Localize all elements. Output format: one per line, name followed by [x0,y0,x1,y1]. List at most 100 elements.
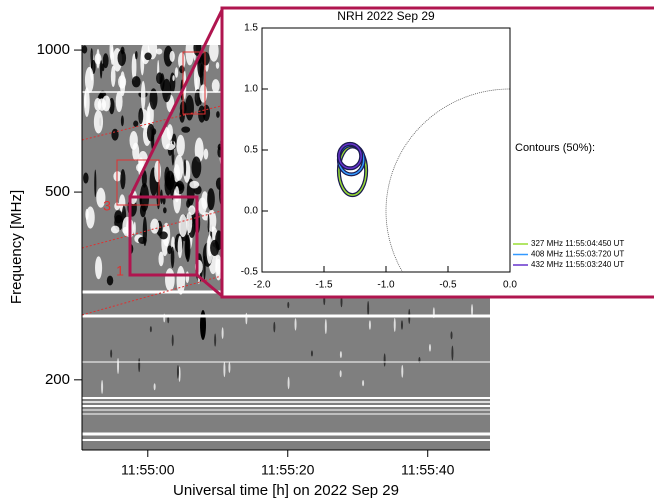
burst-streak [215,254,222,275]
region-label: 3 [103,198,111,214]
burst-streak [191,156,202,179]
burst-streak [133,221,136,235]
burst-streak [186,211,193,234]
burst-streak [194,137,204,163]
burst-streak [203,148,209,160]
y-tick-label: 1.0 [244,84,258,95]
y-tick-label: -0.5 [241,267,259,278]
burst-streak [185,271,190,284]
burst-streak [131,53,137,81]
burst-streak [117,49,127,67]
burst-streak [216,111,220,118]
burst-streak [99,60,103,79]
burst-streak [177,52,186,70]
streak [383,353,386,367]
burst-streak [158,251,164,267]
burst-streak [161,127,171,150]
burst-streak [85,206,95,229]
streak [228,362,231,374]
burst-streak [150,218,160,234]
burst-streak [185,45,195,66]
burst-streak [151,128,157,135]
burst-streak [211,79,220,93]
burst-streak [111,128,119,141]
streak [110,349,113,358]
x-tick-label: 0.0 [503,280,517,291]
burst-streak [198,197,207,215]
x-tick-label: 11:55:20 [261,462,315,478]
y-tick-label: 0.0 [244,206,258,217]
burst-streak [189,180,200,189]
burst-streak [131,76,141,88]
legend-label: 432 MHz 11:55:03:240 UT [531,260,624,269]
streak [117,358,120,375]
burst-streak [185,234,191,263]
streak [171,334,174,347]
burst-streak [176,265,186,295]
streak [471,304,474,317]
burst-streak [163,207,167,214]
x-tick-label: 11:55:00 [121,462,175,478]
burst-streak [102,53,109,69]
streak [101,379,104,394]
burst-streak [141,169,147,188]
burst-streak [122,226,129,234]
burst-streak [159,231,168,240]
x-tick-label: -1.0 [377,280,395,291]
burst-streak [206,235,213,264]
burst-streak [84,87,90,118]
burst-streak [94,169,97,198]
y-axis-label: Frequency [MHz] [8,190,25,304]
streak [324,319,327,335]
burst-streak [120,169,126,190]
burst-streak [146,123,155,142]
y-tick-label: 1.5 [244,23,258,34]
burst-streak [82,45,88,54]
burst-streak [115,90,123,113]
region-label: 1 [116,263,124,279]
burst-streak [203,255,206,280]
streak [339,370,342,378]
solar-limb [385,88,510,272]
streak [214,333,217,347]
burst-streak [135,50,138,60]
burst-streak [209,45,219,62]
burst-streak [210,239,220,256]
burst-streak [207,213,210,233]
streak [310,350,313,357]
burst-streak [178,214,188,238]
streak [400,320,403,330]
burst-streak [171,139,175,166]
legend-label: 327 MHz 11:55:04:450 UT [531,239,624,248]
streak [167,316,170,324]
burst-streak [215,61,220,69]
burst-streak [106,275,114,286]
burst-streak [96,187,106,208]
burst-streak [181,126,191,133]
burst-streak [155,48,163,55]
streak [339,351,342,358]
y-tick-label: 0.5 [244,145,258,156]
burst-streak [83,172,89,184]
burst-streak [164,166,171,187]
burst-streak [186,199,191,208]
burst-streak [114,210,123,224]
contour [338,143,362,170]
burst-streak [97,98,107,111]
y-tick-label: 1000 [37,41,70,58]
legend-title: Contours (50%): [515,142,595,154]
streak [153,383,156,391]
streak [362,380,365,387]
burst-streak [120,115,124,127]
burst-streak [199,84,208,103]
burst-streak [133,120,139,127]
streak [178,366,181,382]
burst-streak [179,65,185,74]
burst-streak [169,50,175,62]
burst-streak [172,75,175,82]
streak [450,331,453,340]
burst-streak [167,245,172,255]
legend-label: 408 MHz 11:55:03:720 UT [531,250,624,259]
burst-streak [139,192,142,206]
